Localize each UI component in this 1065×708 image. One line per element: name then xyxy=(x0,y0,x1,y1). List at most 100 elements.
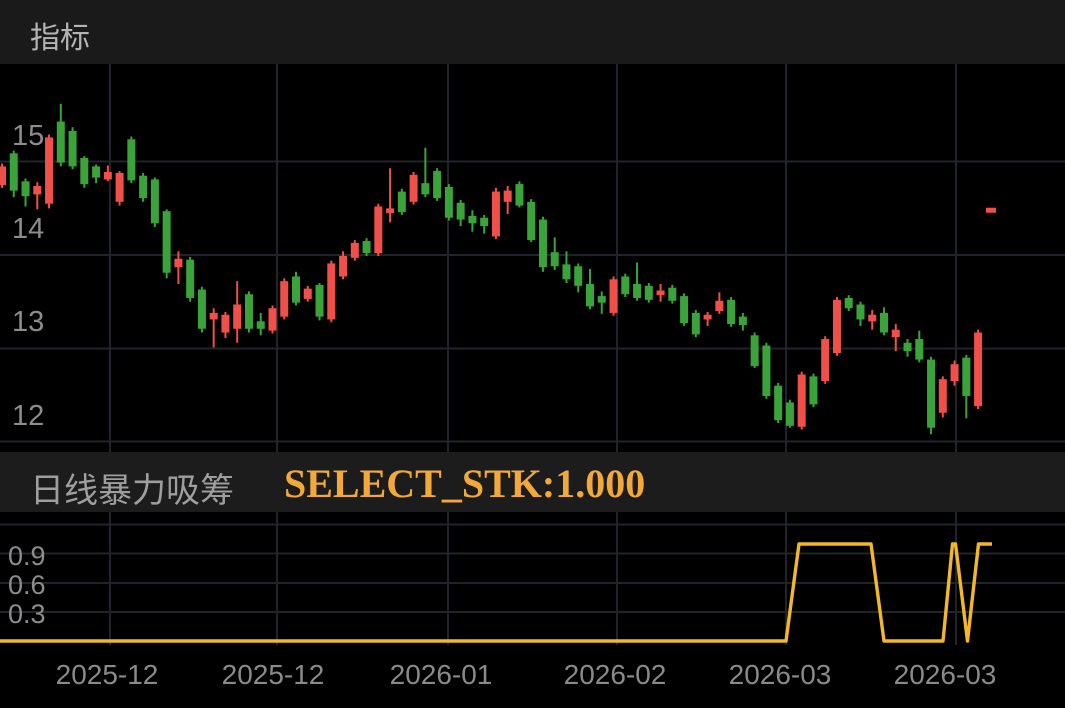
candle-down xyxy=(162,211,171,273)
candle-down xyxy=(433,171,442,199)
candle-down xyxy=(244,294,253,329)
candle-up xyxy=(350,242,359,258)
candle-up xyxy=(209,312,218,320)
sub-indicator-name[interactable]: 日线暴力吸筹 xyxy=(30,472,234,510)
time-axis-label: 2025-12 xyxy=(221,659,325,690)
candle-wick xyxy=(424,147,427,198)
candle-up xyxy=(832,299,841,354)
candle-wick xyxy=(177,251,180,284)
candle-up xyxy=(386,208,395,214)
indicator-pane[interactable]: 0.9 0.6 0.3 xyxy=(0,512,1065,645)
indicator-chart-svg[interactable] xyxy=(0,512,1065,645)
candle-up xyxy=(703,314,712,320)
candle-down xyxy=(397,191,406,213)
time-axis-label: 2025-12 xyxy=(55,659,159,690)
candle-up xyxy=(33,185,42,195)
candle-up xyxy=(656,290,665,296)
time-axis: 2025-12 2025-12 2026-01 2026-02 2026-03 2026-… xyxy=(0,645,1065,708)
candle-down xyxy=(68,130,77,167)
candle-wick xyxy=(389,168,392,223)
candle-up xyxy=(221,314,230,333)
candle-up xyxy=(339,255,348,277)
candle-down xyxy=(562,264,571,280)
price-axis-label: 14 xyxy=(12,213,45,246)
candle-down xyxy=(139,175,148,199)
indicator-axis-label: 0.9 xyxy=(8,541,46,572)
candle-down xyxy=(844,297,853,309)
candle-down xyxy=(421,183,430,195)
candle-up xyxy=(280,281,289,317)
candlestick-pane[interactable]: 15 14 13 12 xyxy=(0,64,1065,452)
candle-up xyxy=(491,191,500,237)
indicator-axis-label: 0.3 xyxy=(8,599,46,630)
candle-down xyxy=(962,357,971,396)
candle-down xyxy=(621,276,630,295)
candle-down xyxy=(750,335,759,367)
candle-down xyxy=(927,359,936,428)
candle-up xyxy=(174,258,183,268)
candle-down xyxy=(915,339,924,360)
candle-down xyxy=(527,201,536,241)
candle-down xyxy=(668,287,677,301)
candle-up xyxy=(950,364,959,382)
candle-down xyxy=(680,296,689,324)
candle-down xyxy=(468,215,477,224)
candle-down xyxy=(444,186,453,218)
candle-down xyxy=(92,166,101,178)
candle-down xyxy=(856,304,865,320)
candle-up xyxy=(303,288,312,299)
candle-down xyxy=(150,179,159,224)
page-title: 指标 xyxy=(30,22,90,55)
candle-down xyxy=(456,202,465,220)
candle-up xyxy=(115,172,124,202)
time-axis-label: 2026-03 xyxy=(728,659,832,690)
candle-wick xyxy=(636,262,639,301)
candle-up xyxy=(45,137,54,204)
isolated-tick-marker xyxy=(986,207,996,213)
candle-up xyxy=(233,304,242,329)
candle-up xyxy=(609,279,618,313)
candle-up xyxy=(938,379,947,413)
candle-down xyxy=(292,276,300,303)
indicator-line xyxy=(0,542,992,643)
candle-up xyxy=(715,300,724,312)
price-axis-label: 12 xyxy=(12,399,45,432)
sub-indicator-value: SELECT_STK:1.000 xyxy=(284,461,646,506)
time-axis-label: 2026-02 xyxy=(563,659,667,690)
candle-up xyxy=(797,374,806,427)
candle-down xyxy=(774,385,783,421)
candle-down xyxy=(186,259,195,298)
candle-down xyxy=(785,402,794,426)
candle-down xyxy=(56,121,65,163)
candle-down xyxy=(633,283,642,298)
candle-down xyxy=(197,289,206,329)
candle-down xyxy=(727,299,736,325)
candle-up xyxy=(327,263,336,320)
candle-down xyxy=(574,266,583,286)
candle-up xyxy=(821,339,830,382)
candle-down xyxy=(809,376,818,405)
candle-wick xyxy=(212,308,215,348)
candle-down xyxy=(127,139,136,181)
candle-down xyxy=(9,153,18,191)
candle-down xyxy=(480,217,489,227)
candle-up xyxy=(891,329,900,338)
candle-down xyxy=(315,284,324,317)
candle-down xyxy=(903,342,912,352)
candle-down xyxy=(515,184,524,206)
header-bar: 指标 xyxy=(0,0,1065,64)
candle-down xyxy=(762,345,771,396)
candle-down xyxy=(538,219,547,268)
candle-down xyxy=(362,241,371,254)
candle-up xyxy=(503,190,512,202)
candlestick-chart-svg[interactable] xyxy=(0,64,1065,452)
candle-down xyxy=(597,296,606,303)
candle-up xyxy=(0,166,6,186)
price-axis-label: 15 xyxy=(12,119,45,152)
candle-down xyxy=(586,283,594,307)
indicator-axis-label: 0.6 xyxy=(8,570,46,601)
candle-down xyxy=(550,252,559,267)
time-axis-label: 2026-03 xyxy=(893,659,997,690)
sub-indicator-header[interactable]: 日线暴力吸筹 SELECT_STK:1.000 xyxy=(0,452,1065,512)
